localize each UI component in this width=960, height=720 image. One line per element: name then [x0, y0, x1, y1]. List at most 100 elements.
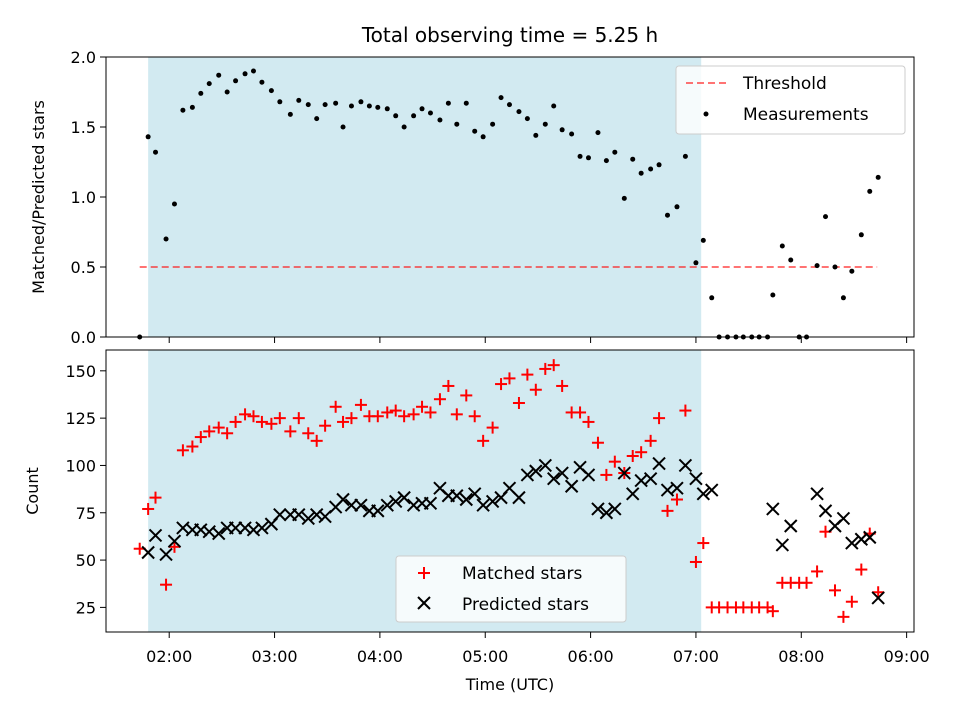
predicted-star-point [246, 523, 261, 537]
predicted-star-point [255, 521, 269, 535]
predicted-star-point [608, 502, 622, 516]
predicted-star-point [344, 498, 359, 512]
matched-star-point [539, 362, 552, 375]
measurement-point [779, 243, 785, 249]
measurement-point [577, 153, 583, 159]
measurement-point [250, 68, 256, 74]
predicted-star-point [705, 483, 719, 497]
measurement-point [524, 116, 530, 122]
matched-star-point [845, 595, 858, 608]
matched-star-point [697, 537, 710, 550]
measurement-point [559, 127, 565, 133]
measurement-point [411, 113, 417, 119]
matched-star-point [273, 412, 286, 425]
matched-star-point [149, 491, 162, 504]
top-y-tick-label: 0.0 [71, 328, 96, 347]
measurement-point [277, 99, 283, 105]
matched-star-point [828, 584, 841, 597]
x-tick-label: 08:00 [778, 647, 824, 666]
measurement-point [788, 257, 794, 263]
predicted-star-point [863, 530, 877, 545]
matched-star-point [608, 455, 621, 468]
predicted-star-point [643, 471, 658, 486]
measurement-point [621, 195, 627, 201]
measurement-point [840, 295, 846, 301]
matched-star-point [872, 586, 885, 599]
measurement-point [638, 170, 644, 176]
matched-star-point [284, 425, 297, 438]
measurement-point [542, 121, 548, 127]
x-axis-label: Time (UTC) [465, 675, 554, 694]
matched-star-point [160, 578, 173, 591]
measurement-point [216, 72, 222, 78]
measurement-point [867, 188, 873, 194]
matched-star-point [354, 398, 367, 411]
predicted-star-point [775, 538, 790, 552]
measurement-point [224, 89, 230, 95]
measurement-point [490, 121, 496, 127]
measurement-point [419, 106, 425, 112]
legend-measurements-swatch [703, 111, 709, 117]
matched-star-point [529, 383, 542, 396]
measurement-point [656, 162, 662, 168]
legend-predicted-swatch [417, 596, 431, 610]
matched-star-point [661, 504, 674, 517]
bottom-y-tick-label: 25 [76, 598, 96, 617]
bottom-y-axis-label: Count [23, 467, 42, 515]
measurement-point [664, 212, 670, 218]
predicted-star-point [581, 468, 596, 482]
measurement-point [366, 103, 372, 109]
measurement-point [305, 102, 311, 108]
x-tick-label: 03:00 [251, 647, 297, 666]
matched-star-point [547, 359, 560, 372]
measurement-point [875, 174, 881, 180]
measurement-point [198, 90, 204, 96]
measurement-point [393, 113, 399, 119]
measurement-point [233, 78, 239, 84]
predicted-star-point [689, 471, 703, 486]
measurement-point [612, 149, 618, 155]
x-tick-label: 02:00 [146, 647, 192, 666]
top-legend-box [675, 65, 906, 135]
matched-star-point [176, 444, 189, 457]
measurement-point [585, 155, 591, 161]
predicted-star-point [167, 534, 182, 548]
measurement-point [375, 104, 381, 110]
measurement-point [630, 156, 636, 162]
matched-star-point [381, 406, 394, 419]
matched-star-point [398, 410, 411, 423]
measurement-point [498, 95, 504, 101]
bottom-legend-box [395, 555, 627, 623]
predicted-star-point [309, 507, 324, 522]
top-y-tick-label: 2.0 [71, 48, 96, 67]
predicted-star-point [354, 498, 368, 512]
matched-star-point [433, 393, 446, 406]
measurement-point [340, 124, 346, 130]
predicted-star-point [818, 504, 833, 518]
matched-star-point [424, 406, 437, 419]
top-chart-title: Total observing time = 5.25 h [361, 23, 658, 47]
predicted-star-point [406, 498, 421, 512]
matched-star-point [591, 436, 604, 449]
matched-star-point [371, 410, 384, 423]
matched-star-point [194, 431, 207, 444]
measurement-point [832, 264, 838, 270]
measurement-point [333, 100, 339, 106]
predicted-star-point [371, 504, 385, 518]
measurement-point [348, 103, 354, 109]
predicted-star-point [450, 489, 464, 503]
top-panel: 0.0 0.5 1.0 1.5 2.0 Total observing time = 5… [29, 23, 915, 347]
predicted-star-point [670, 481, 684, 495]
matched-star-point [582, 415, 595, 428]
predicted-star-point [380, 498, 394, 512]
measurement-point [384, 106, 390, 112]
measurement-point [145, 134, 151, 140]
matched-star-point [292, 412, 305, 425]
measurement-point [463, 100, 469, 106]
top-y-tick-label: 1.0 [71, 188, 96, 207]
matched-star-point [310, 434, 323, 447]
measurement-point [171, 201, 177, 207]
predicted-star-point [854, 532, 869, 546]
bottom-plot-frame [105, 349, 915, 633]
predicted-star-point [529, 464, 543, 478]
